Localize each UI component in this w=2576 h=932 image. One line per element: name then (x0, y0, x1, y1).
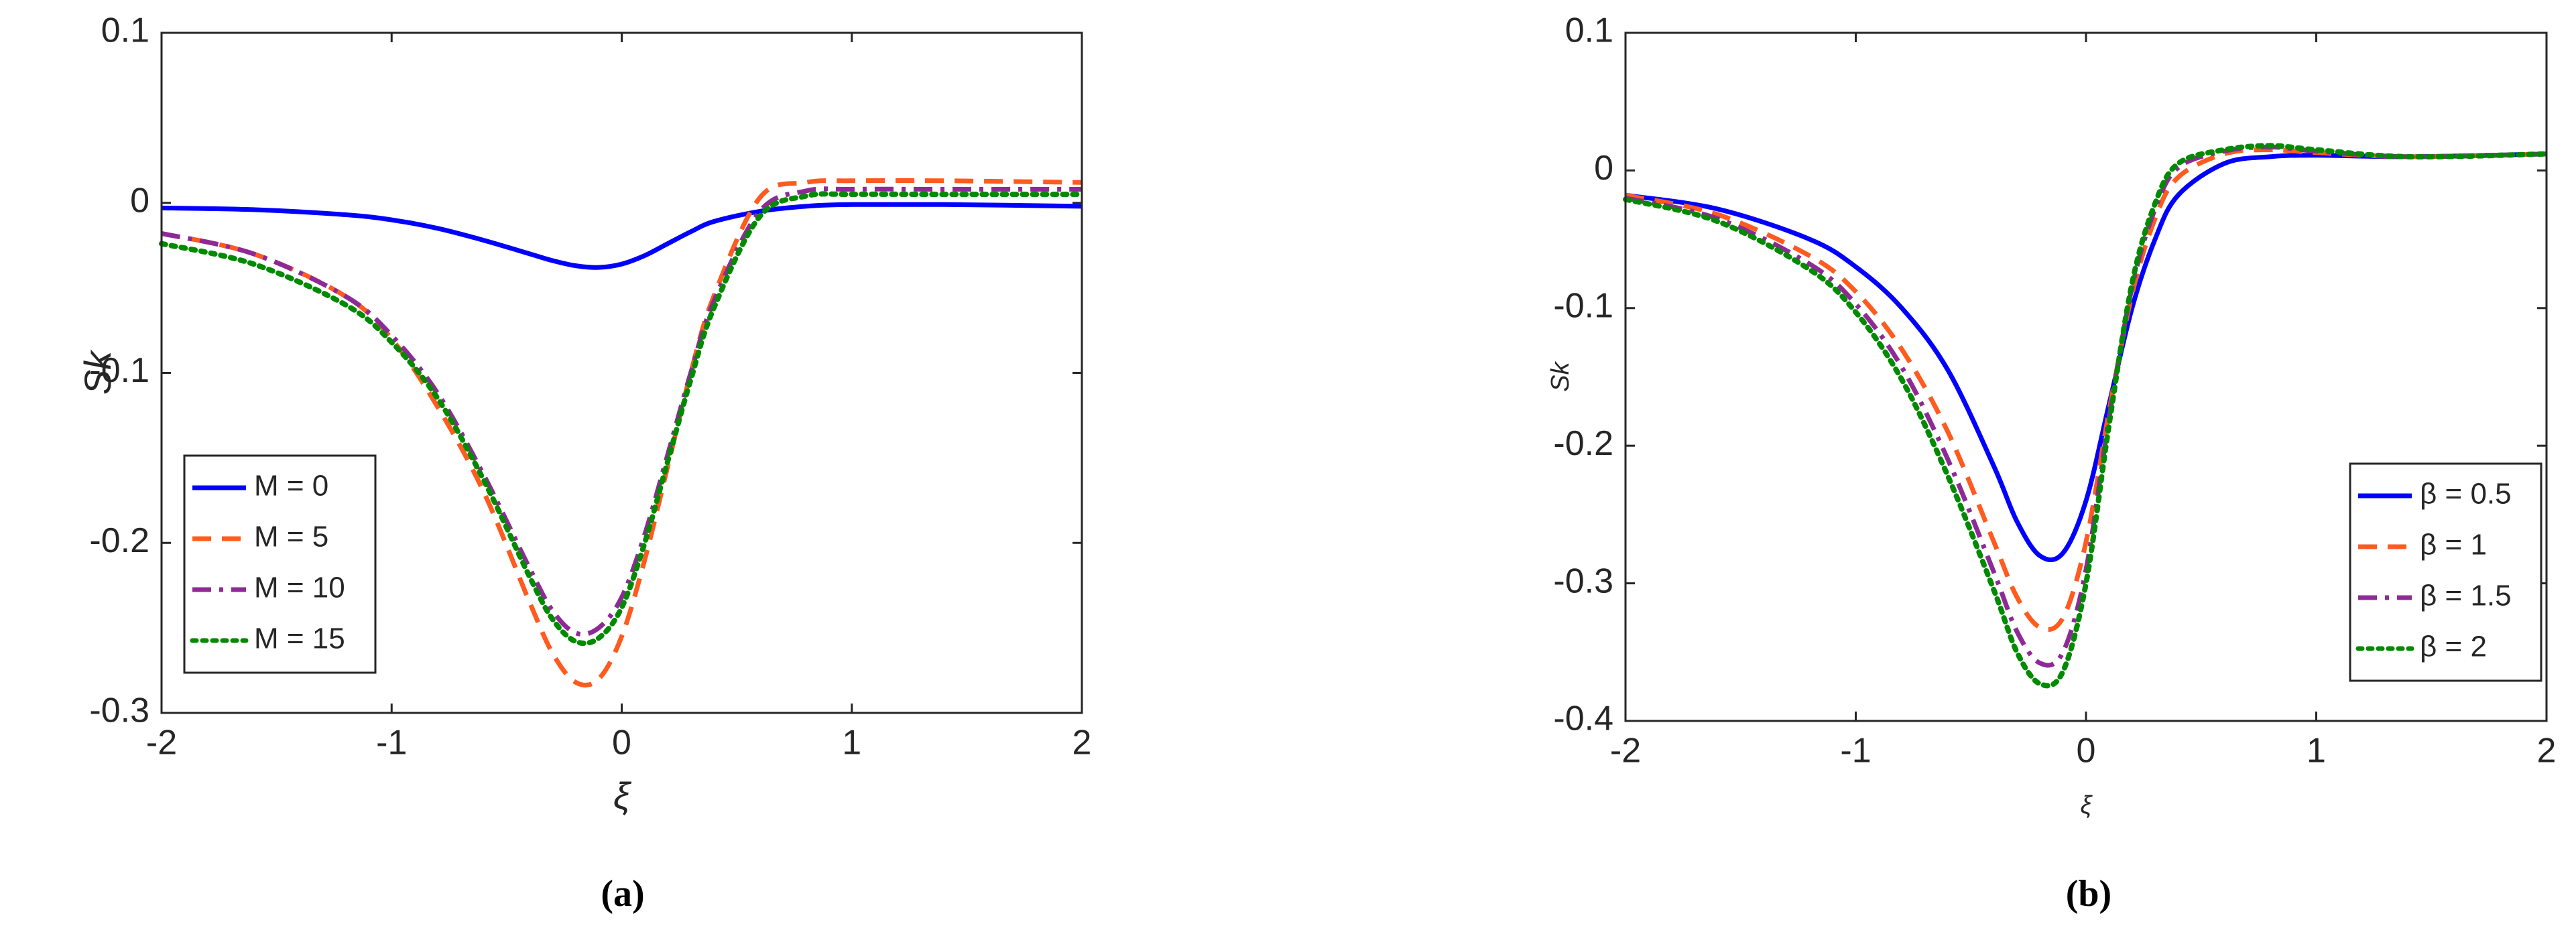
series-line (1625, 151, 2547, 563)
legend-box (2349, 462, 2542, 682)
plot-frame (1624, 31, 2548, 722)
caption: (a) (601, 873, 644, 915)
caption: (b) (2066, 873, 2111, 915)
series-line (1623, 143, 2549, 689)
y-tick-label: 0.1 (101, 11, 149, 50)
y-tick-label: 0.1 (1565, 11, 1613, 50)
x-tick-label: -1 (376, 724, 407, 762)
y-axis-label: Sk (1546, 360, 1575, 391)
x-tick-label: -2 (1610, 732, 1641, 771)
plot-frame (160, 31, 1083, 714)
legend-label: M = 10 (254, 572, 345, 604)
x-tick-label: 1 (842, 724, 861, 762)
y-axis-label: Sk (76, 349, 119, 395)
y-tick-label: -0.2 (1553, 424, 1613, 463)
legend-label: β = 1.5 (2420, 580, 2512, 612)
x-tick-label: 1 (2307, 732, 2326, 771)
x-tick-label: 2 (1072, 724, 1092, 762)
y-tick-label: -0.1 (89, 351, 149, 390)
x-axis-label: ξ (2081, 791, 2093, 819)
x-tick-label: -2 (146, 724, 177, 762)
series-line (161, 186, 1082, 637)
y-tick-label: 0 (130, 181, 149, 220)
y-tick-label: -0.3 (89, 691, 149, 730)
legend-label: β = 0.5 (2420, 478, 2512, 511)
legend-label: M = 15 (254, 622, 345, 655)
x-tick-label: 0 (2077, 732, 2096, 771)
legend-box (183, 454, 377, 674)
series-line (159, 191, 1085, 647)
series-line (161, 178, 1083, 688)
y-tick-label: -0.4 (1553, 700, 1613, 738)
y-tick-label: 0 (1594, 149, 1613, 188)
x-tick-label: 2 (2537, 732, 2557, 771)
y-tick-label: -0.2 (89, 521, 149, 560)
legend-label: β = 1 (2420, 529, 2487, 561)
y-tick-label: -0.1 (1553, 287, 1613, 326)
legend-label: M = 0 (254, 470, 328, 503)
series-line (1625, 147, 2547, 633)
legend-label: β = 2 (2420, 630, 2487, 663)
y-tick-label: -0.3 (1553, 561, 1613, 600)
x-tick-label: -1 (1840, 732, 1871, 771)
legend-label: M = 5 (254, 521, 328, 553)
series-line (161, 202, 1083, 270)
x-axis-label: ξ (613, 775, 632, 817)
x-tick-label: 0 (612, 724, 631, 762)
